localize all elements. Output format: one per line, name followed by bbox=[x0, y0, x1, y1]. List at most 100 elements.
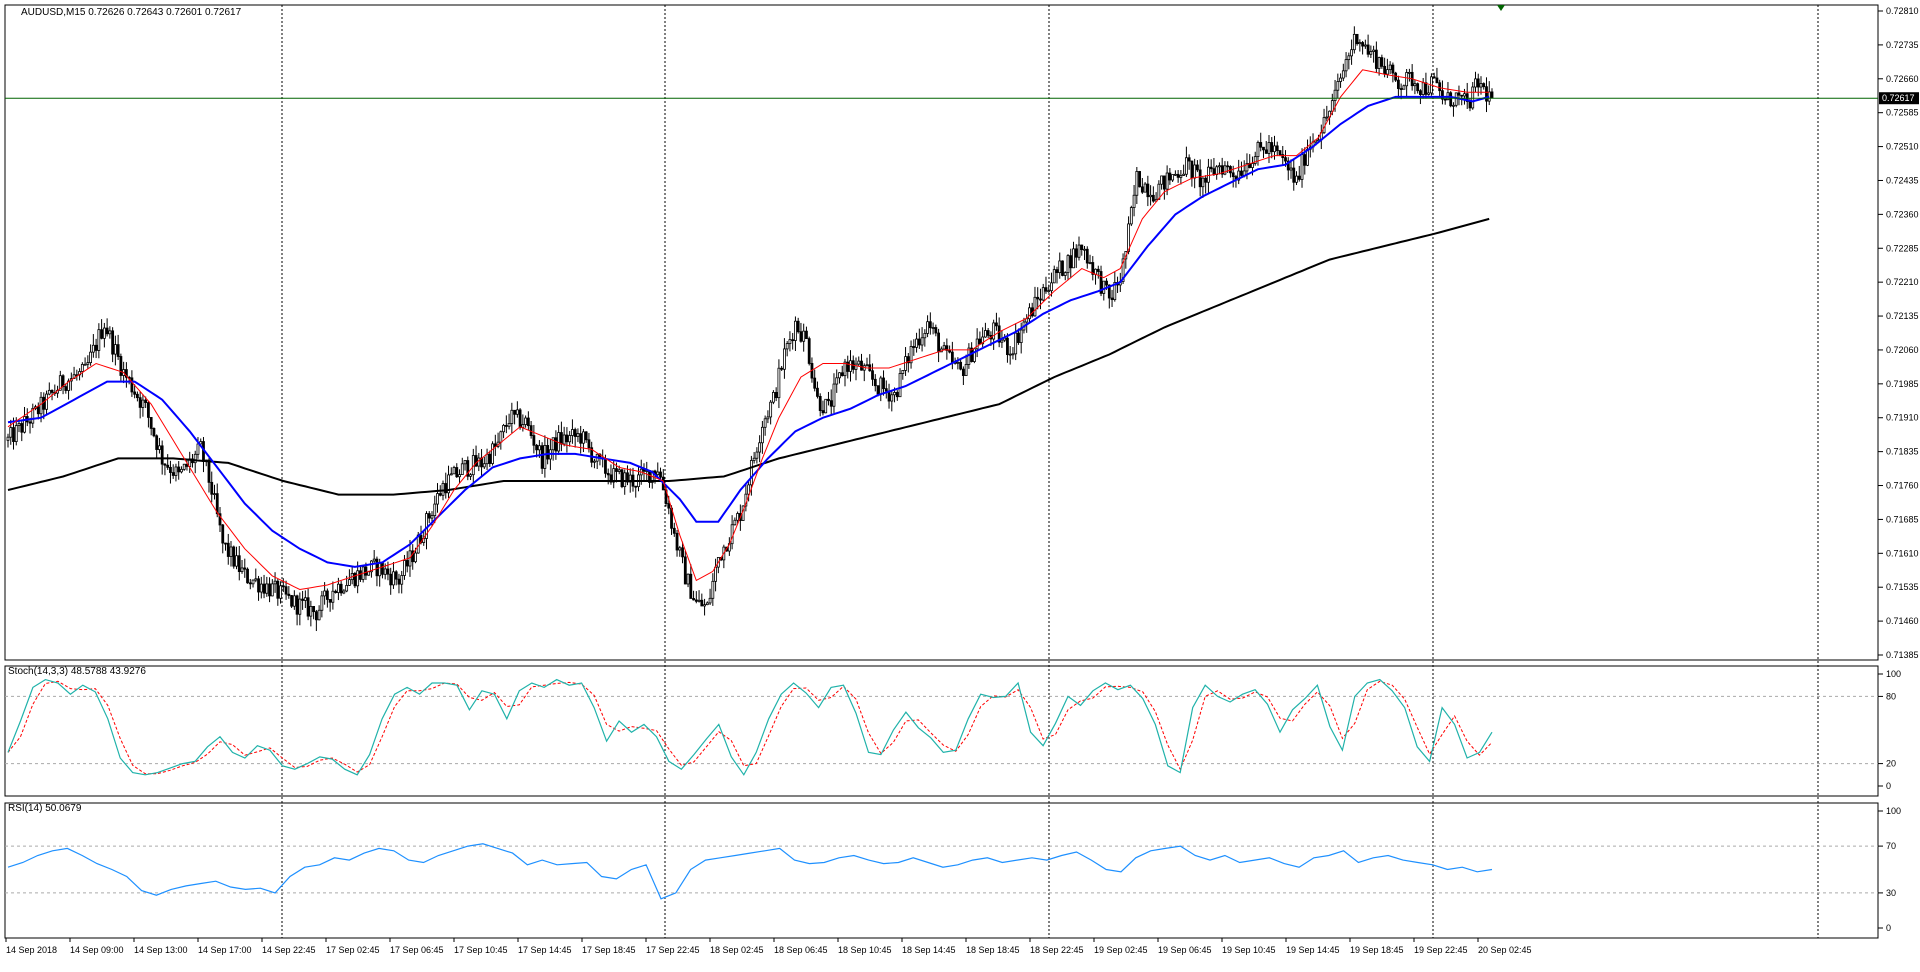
candle-body bbox=[1339, 77, 1342, 82]
candle-body bbox=[180, 468, 183, 473]
candle-body bbox=[312, 606, 316, 613]
candle-body bbox=[1325, 116, 1329, 119]
candle-body bbox=[144, 399, 148, 403]
candle-body bbox=[100, 329, 104, 339]
candle-body bbox=[560, 432, 563, 445]
candle-body bbox=[672, 527, 676, 534]
candle-body bbox=[348, 579, 351, 586]
candle-body bbox=[210, 481, 214, 495]
candle-body bbox=[769, 401, 773, 418]
candle-body bbox=[1011, 353, 1015, 356]
candle-body bbox=[36, 406, 40, 415]
candle-body bbox=[182, 463, 186, 470]
candle-body bbox=[659, 471, 662, 478]
candle-body bbox=[593, 460, 596, 463]
candle-body bbox=[414, 552, 417, 563]
chart-dynamic-layer: 0.72810 0.72735 0.72660 0.72585 0.72510 0.724… bbox=[4, 4, 1919, 955]
candle-body bbox=[1245, 163, 1249, 172]
candle-body bbox=[405, 560, 409, 567]
candle-body bbox=[794, 320, 797, 341]
price-tick-label: 0.71460 bbox=[1886, 616, 1919, 626]
candle-body bbox=[1443, 98, 1447, 101]
candle-body bbox=[667, 503, 671, 509]
stoch-tick-label: 100 bbox=[1886, 669, 1901, 679]
candle-body bbox=[978, 338, 982, 345]
candle-body bbox=[582, 431, 585, 444]
candle-body bbox=[1220, 165, 1224, 175]
candle-body bbox=[1273, 145, 1276, 153]
time-tick-label: 14 Sep 22:45 bbox=[262, 945, 316, 955]
candle-body bbox=[821, 410, 825, 414]
price-tick-label: 0.72135 bbox=[1886, 311, 1919, 321]
price-tick-label: 0.72285 bbox=[1886, 243, 1919, 253]
candle-body bbox=[1476, 78, 1480, 88]
candle-body bbox=[1212, 168, 1216, 175]
candle-body bbox=[1259, 142, 1263, 148]
candle-body bbox=[984, 330, 987, 338]
candle-body bbox=[777, 367, 781, 399]
candle-body bbox=[491, 443, 494, 464]
candle-body bbox=[1140, 186, 1144, 193]
candle-body bbox=[683, 556, 687, 585]
candle-body bbox=[86, 362, 90, 365]
candle-body bbox=[1350, 49, 1353, 57]
candle-body bbox=[221, 524, 225, 544]
candle-body bbox=[681, 547, 684, 558]
candle-body bbox=[1077, 244, 1081, 258]
candle-body bbox=[248, 582, 252, 585]
candle-body bbox=[171, 472, 175, 476]
candle-body bbox=[23, 416, 26, 433]
candle-body bbox=[166, 464, 170, 468]
candle-body bbox=[1468, 101, 1472, 109]
candle-body bbox=[816, 387, 819, 397]
candle-body bbox=[923, 332, 927, 339]
candle-body bbox=[802, 330, 806, 342]
candle-body bbox=[31, 407, 35, 424]
candle-body bbox=[14, 425, 18, 442]
candle-body bbox=[433, 503, 437, 517]
candle-body bbox=[1176, 173, 1180, 178]
candle-body bbox=[499, 431, 503, 443]
candle-body bbox=[774, 392, 778, 399]
candle-body bbox=[447, 474, 450, 494]
candle-body bbox=[1413, 83, 1417, 87]
candle-body bbox=[1121, 258, 1125, 282]
candle-body bbox=[265, 583, 269, 594]
candle-body bbox=[339, 583, 343, 594]
candle-body bbox=[879, 377, 883, 395]
candle-body bbox=[1355, 33, 1359, 45]
time-tick-label: 17 Sep 22:45 bbox=[646, 945, 700, 955]
time-tick-label: 14 Sep 2018 bbox=[6, 945, 57, 955]
candle-body bbox=[196, 443, 200, 455]
candle-body bbox=[1253, 156, 1257, 164]
candle-body bbox=[1292, 167, 1296, 183]
candle-body bbox=[504, 425, 508, 427]
candle-body bbox=[1165, 172, 1169, 190]
candle-body bbox=[609, 474, 613, 483]
candle-body bbox=[232, 546, 236, 567]
candle-body bbox=[1008, 353, 1012, 356]
candle-body bbox=[1297, 175, 1301, 180]
price-tick-label: 0.71610 bbox=[1886, 548, 1919, 558]
time-tick-label: 14 Sep 17:00 bbox=[198, 945, 252, 955]
candle-body bbox=[805, 330, 808, 340]
candle-body bbox=[565, 434, 569, 443]
candle-body bbox=[1096, 268, 1100, 272]
candle-body bbox=[91, 344, 95, 353]
candle-body bbox=[1066, 255, 1070, 274]
candle-body bbox=[58, 375, 62, 391]
candle-body bbox=[1201, 177, 1205, 188]
time-tick-label: 19 Sep 10:45 bbox=[1222, 945, 1276, 955]
price-tick-label: 0.71760 bbox=[1886, 481, 1919, 491]
candle-body bbox=[436, 493, 439, 505]
ma-mid-line bbox=[7, 95, 1490, 568]
candle-body bbox=[705, 602, 709, 606]
candle-body bbox=[796, 320, 800, 333]
candle-body bbox=[1044, 287, 1048, 292]
candle-body bbox=[270, 583, 274, 597]
candle-body bbox=[634, 485, 638, 488]
candle-body bbox=[518, 409, 522, 428]
candle-body bbox=[1416, 83, 1420, 92]
candle-body bbox=[452, 467, 456, 475]
candle-body bbox=[1061, 260, 1064, 276]
